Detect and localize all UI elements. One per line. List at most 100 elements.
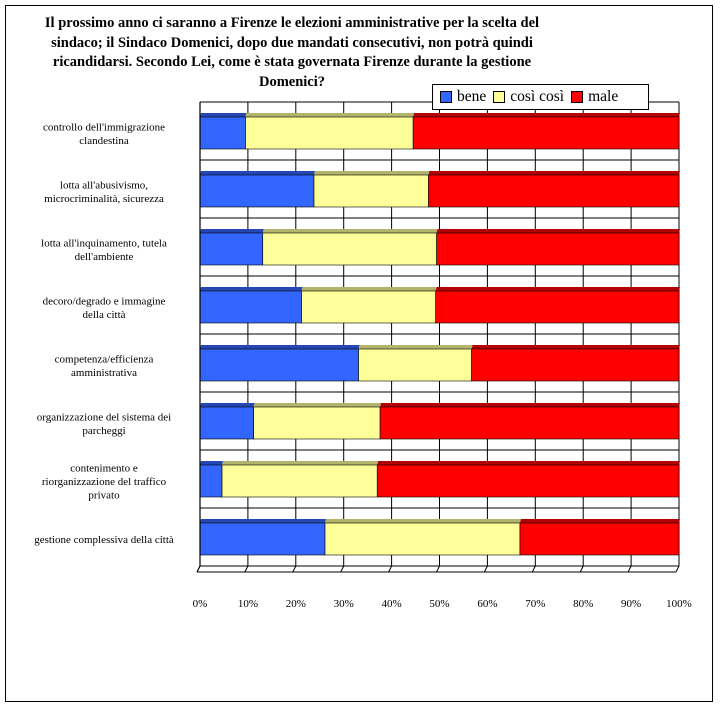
bar-segment-male	[379, 406, 680, 440]
x-tick-mark	[627, 565, 632, 573]
bar-segment-bene-top	[200, 287, 303, 291]
category-label-line: gestione complessiva della città	[34, 534, 174, 546]
category-label-line: parcheggi	[82, 425, 125, 437]
category-label: controllo dell'immigrazione clandestina	[43, 121, 165, 147]
axes	[196, 102, 680, 573]
bar-segment-cosi-cosi	[313, 174, 429, 208]
bar-segment-cosi-cosi	[262, 232, 437, 266]
category-label-line: lotta all'abusivismo,	[60, 179, 148, 191]
category-label-line: della città	[82, 309, 125, 321]
category-label: gestione complessiva della città	[34, 534, 174, 546]
bar-segment-male	[471, 348, 680, 382]
bar-segment-bene-top	[200, 113, 247, 117]
bar-segment-bene-top	[200, 171, 316, 175]
bar-segment-cosi-cosi-top	[301, 287, 437, 291]
category-label-line: dell'ambiente	[75, 251, 134, 263]
category-label-line: decoro/degrado e immagine	[43, 295, 166, 307]
x-tick-label: 100%	[666, 598, 692, 610]
bar-segment-male-top	[428, 171, 680, 175]
category-label-line: riorganizzazione del traffico	[42, 476, 167, 488]
bar-segment-cosi-cosi-top	[253, 403, 382, 407]
bar-segment-male	[519, 522, 680, 556]
bar-segment-male-top	[380, 403, 680, 407]
title-line: Il prossimo anno ci saranno a Firenze le…	[44, 15, 540, 31]
x-tick-label: 50%	[429, 598, 449, 610]
x-tick-mark	[531, 565, 536, 573]
x-tick-label: 70%	[525, 598, 545, 610]
bar-segment-bene	[199, 348, 359, 382]
bar-segment-cosi-cosi-top	[262, 229, 438, 233]
tick-labels: 0% 10% 20% 30% 40% 50% 60% 70% 80% 90% 100%	[193, 598, 692, 610]
category-label: organizzazione del sistema dei parcheggi	[37, 411, 172, 437]
category-labels: controllo dell'immigrazione clandestina lo…	[34, 121, 174, 546]
bar-segment-bene-top	[200, 403, 255, 407]
x-tick-label: 40%	[382, 598, 402, 610]
x-tick-mark	[483, 565, 488, 573]
category-label-line: organizzazione del sistema dei	[37, 411, 172, 423]
category-label: lotta all'inquinamento, tutela dell'ambie…	[41, 237, 167, 263]
legend-swatch-male	[571, 91, 584, 103]
category-label-line: amministrativa	[71, 367, 137, 379]
x-tick-label: 90%	[621, 598, 641, 610]
bar-segment-cosi-cosi	[221, 464, 378, 498]
legend-item-cosi-cosi: così così	[493, 88, 564, 106]
category-label: contenimento e riorganizzazione del traff…	[42, 463, 167, 502]
x-tick-label: 30%	[334, 598, 354, 610]
category-label-line: clandestina	[79, 135, 129, 147]
category-label-line: privato	[88, 490, 120, 502]
chart-frame	[5, 5, 713, 702]
bar-segment-bene	[199, 116, 246, 150]
bar-segment-male-top	[436, 229, 680, 233]
category-label: lotta all'abusivismo, microcriminalità, s…	[44, 179, 164, 205]
x-tick-mark	[436, 565, 440, 573]
title-line: sindaco; il Sindaco Domenici, dopo due m…	[51, 34, 533, 51]
bar-segment-cosi-cosi	[358, 348, 472, 382]
x-tick-label: 10%	[238, 598, 258, 610]
chart-title: Il prossimo anno ci saranno a Firenze le…	[22, 14, 562, 92]
bar-segment-cosi-cosi	[245, 116, 414, 150]
x-tick-mark	[388, 565, 393, 573]
bar-segment-cosi-cosi-top	[222, 461, 379, 465]
bars	[199, 113, 680, 556]
bar-segment-male	[412, 116, 680, 150]
bar-segment-bene-top	[200, 461, 224, 465]
legend-item-male: male	[571, 88, 618, 106]
x-tick-label: 20%	[286, 598, 306, 610]
axis-floor-edge	[196, 565, 201, 573]
category-label: decoro/degrado e immagine della città	[43, 295, 166, 321]
x-tick-mark	[579, 565, 584, 573]
legend-label: così così	[510, 88, 565, 105]
bar-segment-cosi-cosi	[324, 522, 521, 556]
bar-segment-cosi-cosi-top	[358, 345, 473, 349]
bar-segment-bene-top	[200, 519, 327, 523]
title-line: Domenici?	[258, 73, 326, 90]
category-label: competenza/efficienza amministrativa	[55, 353, 154, 379]
bar-segment-male	[435, 290, 680, 324]
bar-segment-bene	[199, 290, 302, 324]
legend-label: bene	[457, 88, 487, 105]
bar-segment-bene	[199, 232, 264, 266]
legend-label: male	[588, 88, 619, 105]
bar-segment-male-top	[413, 113, 680, 117]
bar-segment-bene	[199, 522, 326, 556]
bar-segment-bene	[199, 406, 254, 440]
bar-segment-male	[428, 174, 680, 208]
bar-segment-male-top	[471, 345, 680, 349]
bar-segment-cosi-cosi	[253, 406, 381, 440]
bar-segment-male-top	[435, 287, 680, 291]
bar-segment-male-top	[519, 519, 680, 523]
x-tick-label: 60%	[477, 598, 497, 610]
title-line: ricandidarsi. Secondo Lei, come è stata …	[52, 54, 532, 70]
category-label-line: contenimento e	[70, 463, 138, 475]
bar-segment-cosi-cosi-top	[245, 113, 415, 117]
legend: bene così così male	[432, 84, 649, 110]
bar-segment-bene	[199, 174, 315, 208]
category-label-line: lotta all'inquinamento, tutela	[41, 237, 167, 249]
bar-segment-male	[376, 464, 680, 498]
bar-segment-male	[436, 232, 680, 266]
x-tick-label: 0%	[193, 598, 208, 610]
category-label-line: microcriminalità, sicurezza	[44, 193, 164, 205]
category-label-line: controllo dell'immigrazione	[43, 121, 165, 133]
legend-item-bene: bene	[440, 88, 486, 106]
